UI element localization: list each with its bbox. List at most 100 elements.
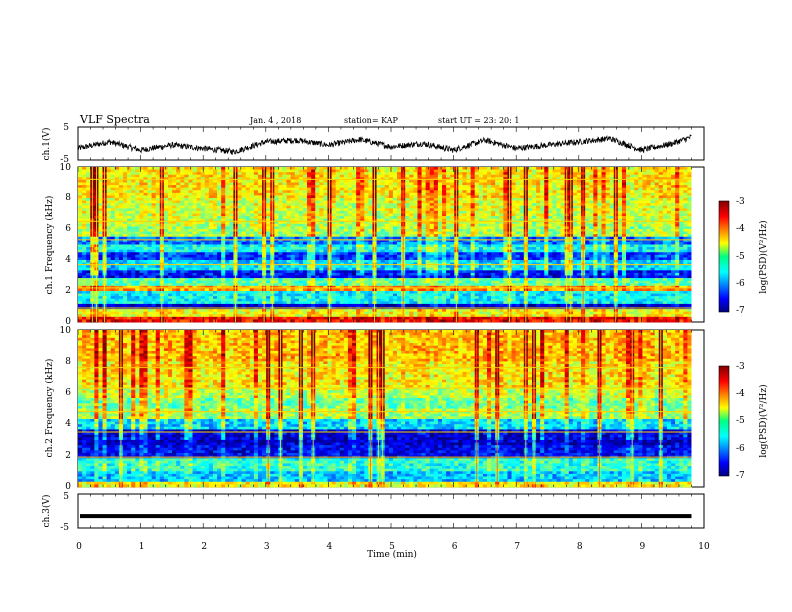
spectrogram-cell: [343, 249, 349, 253]
spectrogram-cell: [609, 239, 615, 243]
spectrogram-cell: [585, 216, 590, 220]
spectrogram-cell: [343, 174, 349, 178]
spectrogram-cell: [687, 236, 692, 240]
spectrogram-cell: [478, 177, 484, 181]
spectrogram-cell: [147, 218, 153, 222]
spectrogram-cell: [409, 213, 414, 217]
spectrogram-cell: [286, 234, 292, 238]
spectrogram-cell: [319, 187, 324, 191]
spectrogram-cell: [503, 221, 508, 225]
spectrogram-cell: [683, 226, 688, 230]
spectrogram-cell: [319, 179, 324, 183]
spectrogram-cell: [646, 241, 651, 245]
spectrogram-cell: [253, 174, 259, 178]
spectrogram-cell: [429, 213, 435, 217]
spectrogram-cell: [392, 208, 398, 212]
spectrogram-cell: [560, 187, 566, 191]
spectrogram-cell: [552, 231, 557, 235]
spectrogram-cell: [266, 221, 271, 225]
spectrogram-cell: [638, 223, 643, 227]
spectrogram-cell: [384, 229, 390, 232]
spectrogram-cell: [388, 198, 394, 201]
spectrogram-cell: [679, 172, 684, 176]
spectrogram-cell: [413, 247, 418, 251]
spectrogram-cell: [86, 234, 91, 238]
spectrogram-cell: [556, 198, 561, 201]
spectrogram-cell: [642, 205, 647, 209]
spectrogram-cell: [315, 210, 320, 214]
spectrogram-cell: [511, 213, 517, 217]
spectrogram-cell: [131, 208, 136, 212]
spectrogram-cell: [225, 213, 230, 217]
spectrogram-cell: [671, 179, 676, 183]
spectrogram-cell: [172, 185, 177, 189]
spectrogram-cell: [499, 223, 504, 227]
spectrogram-cell: [687, 249, 692, 253]
spectrogram-cell: [626, 192, 631, 196]
spectrogram-cell: [462, 182, 467, 186]
spectrogram-cell: [482, 244, 488, 248]
spectrogram-cell: [671, 239, 676, 243]
spectrogram-cell: [540, 231, 545, 235]
spectrogram-cell: [626, 190, 631, 194]
spectrogram-cell: [450, 208, 455, 212]
spectrogram-cell: [368, 216, 373, 220]
spectrogram-cell: [409, 182, 414, 186]
spectrogram-cell: [237, 174, 242, 178]
spectrogram-cell: [290, 244, 296, 248]
spectrogram-cell: [86, 172, 91, 176]
spectrogram-cell: [294, 187, 300, 191]
spectrogram-cell: [225, 239, 230, 243]
spectrogram-cell: [176, 195, 181, 199]
spectrogram-cell: [540, 200, 545, 204]
spectrogram-cell: [675, 231, 680, 235]
spectrogram-cell: [282, 190, 287, 194]
spectrogram-cell: [626, 172, 631, 176]
spectrogram-cell: [671, 226, 676, 230]
spectrogram-cell: [307, 213, 312, 217]
spectrogram-cell: [266, 205, 271, 209]
spectrogram-cell: [413, 249, 418, 253]
spectrogram-cell: [376, 167, 382, 170]
spectrogram-cell: [241, 185, 247, 189]
spectrogram-cell: [323, 187, 328, 191]
spectrogram-cell: [356, 167, 361, 170]
spectrogram-cell: [212, 185, 218, 189]
spectrogram-cell: [217, 221, 222, 225]
spectrogram-cell: [605, 200, 611, 204]
spectrogram-cell: [560, 174, 566, 178]
spectrogram-cell: [384, 200, 390, 204]
spectrogram-cell: [560, 223, 566, 227]
spectrogram-cell: [282, 203, 287, 207]
spectrogram-cell: [515, 247, 521, 251]
spectrogram-cell: [666, 195, 672, 199]
spectrogram-cell: [552, 182, 557, 186]
spectrogram-cell: [167, 234, 173, 238]
spectrogram-cell: [630, 205, 635, 209]
spectrogram-cell: [503, 241, 508, 245]
spectrogram-cell: [384, 169, 390, 173]
spectrogram-cell: [376, 205, 382, 209]
spectrogram-cell: [343, 210, 349, 214]
spectrogram-cell: [478, 195, 484, 199]
spectrogram-cell: [429, 234, 435, 238]
spectrogram-cell: [511, 236, 517, 240]
spectrogram-cell: [323, 179, 328, 183]
spectrogram-cell: [466, 190, 472, 194]
spectrogram-cell: [196, 229, 202, 232]
spectrogram-cell: [630, 231, 635, 235]
spectrogram-cell: [474, 167, 480, 170]
spectrogram-cell: [675, 195, 680, 199]
spectrogram-cell: [601, 187, 606, 191]
spectrogram-cell: [405, 236, 410, 240]
spectrogram-cell: [474, 249, 480, 253]
spectrogram-cell: [650, 213, 656, 217]
spectrogram-cell: [397, 208, 402, 212]
spectrogram-cell: [172, 249, 177, 253]
spectrogram-cell: [425, 216, 431, 220]
spectrogram-cell: [290, 221, 296, 225]
spectrogram-cell: [654, 241, 660, 245]
spectrogram-cell: [118, 236, 124, 240]
spectrogram-cell: [397, 239, 402, 243]
spectrogram-cell: [184, 208, 189, 212]
